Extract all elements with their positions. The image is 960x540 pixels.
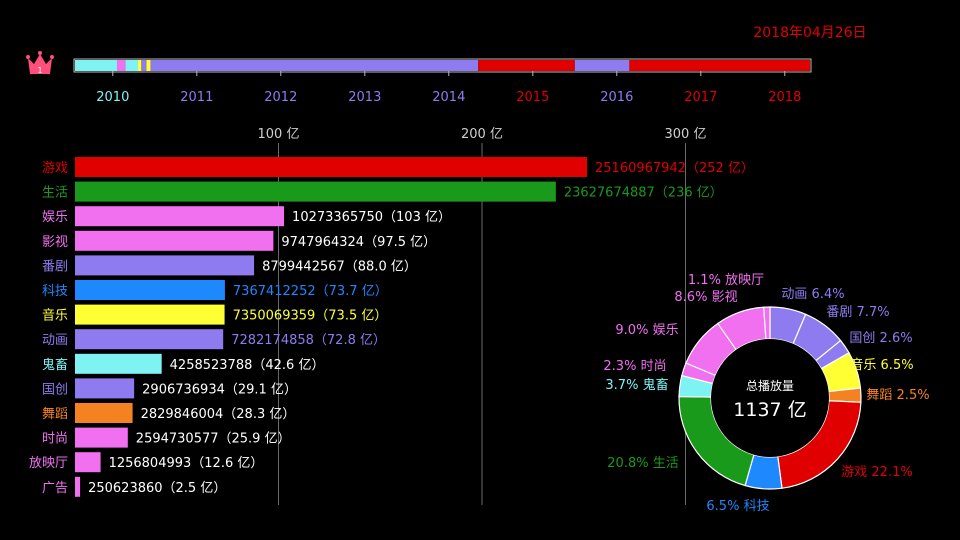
timeline-segment (117, 60, 126, 71)
bar (75, 280, 225, 300)
bar (75, 329, 224, 350)
bar (75, 230, 274, 251)
category-label: 影视 (42, 235, 68, 250)
category-label: 生活 (42, 186, 68, 201)
value-label: 25160967942（252 亿） (595, 161, 754, 176)
category-label: 舞蹈 (42, 407, 68, 422)
donut-center-title: 总播放量 (746, 378, 794, 393)
timeline-year-label: 2016 (600, 90, 633, 105)
value-label: 10273365750（103 亿） (292, 210, 451, 225)
category-label: 音乐 (42, 308, 68, 324)
bar (75, 181, 556, 202)
timeline-segment (125, 60, 138, 71)
value-label: 250623860（2.5 亿） (88, 481, 226, 496)
timeline-year-label: 2011 (180, 90, 213, 105)
bar (75, 206, 285, 227)
timeline-segment (75, 60, 117, 71)
timeline-year-label: 2010 (96, 90, 129, 105)
bar (75, 427, 128, 448)
slice-label: 番剧 7.7% (826, 305, 889, 320)
value-label: 7350069359（73.5 亿） (233, 309, 388, 324)
timeline-segment (141, 60, 147, 71)
bar (75, 255, 255, 276)
slice-label: 音乐 6.5% (850, 357, 913, 373)
slice-label: 1.1% 放映厅 (688, 273, 764, 288)
value-label: 7282174858（72.8 亿） (231, 333, 386, 348)
timeline-years: 2010 2011 2012 2013 2014 2015 2016 2017 2018 (96, 71, 801, 105)
timeline-segment (138, 60, 142, 71)
slice-label: 8.6% 影视 (674, 290, 737, 305)
donut-hole (711, 339, 829, 457)
category-label: 时尚 (42, 432, 68, 447)
category-label: 放映厅 (29, 456, 68, 471)
x-tick-label: 100 亿 (258, 127, 300, 142)
category-label: 鬼畜 (42, 357, 68, 373)
timeline-frame (73, 58, 812, 73)
value-label: 1256804993（12.6 亿） (109, 456, 264, 471)
bar (75, 304, 225, 325)
timeline-year-label: 2013 (348, 90, 381, 105)
category-label: 动画 (42, 333, 68, 348)
x-tick-label: 200 亿 (461, 127, 503, 142)
timeline-segment (146, 60, 151, 71)
category-label: 游戏 (42, 161, 68, 176)
bar (75, 476, 81, 497)
crown-rank: 1 (37, 66, 42, 75)
category-label: 番剧 (42, 259, 68, 274)
donut-chart: 总播放量 1137 亿 动画 6.4% 番剧 7.7% 国创 2.6% 音乐 6.5%… (603, 273, 929, 514)
value-label: 9747964324（97.5 亿） (281, 235, 436, 250)
timeline-year-label: 2017 (684, 90, 717, 105)
slice-label: 3.7% 鬼畜 (605, 377, 668, 393)
bar (75, 353, 162, 374)
category-label: 科技 (42, 284, 68, 299)
slice-label: 游戏 22.1% (841, 465, 912, 480)
slice-label: 9.0% 娱乐 (615, 323, 678, 338)
slice-label: 2.3% 时尚 (603, 359, 666, 374)
timeline-segment (629, 60, 810, 71)
bar (75, 157, 588, 177)
bar (75, 403, 133, 423)
timeline-year-label: 2012 (264, 90, 297, 105)
value-label: 23627674887（236 亿） (564, 186, 723, 201)
slice-label: 舞蹈 2.5% (866, 388, 929, 403)
value-label: 8799442567（88.0 亿） (262, 259, 417, 274)
value-label: 4258523788（42.6 亿） (170, 358, 325, 373)
timeline-segment (478, 60, 575, 71)
x-tick-label: 300 亿 (665, 127, 707, 142)
timeline-year-label: 2018 (768, 90, 801, 105)
bar (75, 378, 135, 399)
slice-label: 20.8% 生活 (607, 456, 678, 471)
timeline-year-label: 2014 (432, 90, 465, 105)
value-label: 2829846004（28.3 亿） (141, 407, 296, 422)
category-label: 娱乐 (42, 210, 68, 225)
date-label: 2018年04月26日 (753, 25, 866, 41)
timeline-segment (574, 60, 630, 71)
slice-label: 国创 2.6% (849, 331, 912, 346)
slice-label: 6.5% 科技 (706, 499, 769, 514)
category-label: 广告 (42, 481, 68, 496)
crown-icon (26, 51, 54, 74)
bar (75, 452, 101, 473)
timeline-year-label: 2015 (516, 90, 549, 105)
timeline-bar (73, 58, 812, 73)
value-label: 2906736934（29.1 亿） (142, 382, 297, 397)
category-label: 国创 (42, 382, 68, 397)
slice-label: 动画 6.4% (781, 287, 844, 302)
bar-chart: 100 亿 200 亿 300 亿 游戏 25160967942（252 亿） 生活 23… (29, 127, 754, 505)
value-label: 2594730577（25.9 亿） (136, 432, 291, 447)
value-label: 7367412252（73.7 亿） (233, 284, 388, 299)
timeline-segment (150, 60, 479, 71)
donut-center-value: 1137 亿 (733, 399, 806, 421)
